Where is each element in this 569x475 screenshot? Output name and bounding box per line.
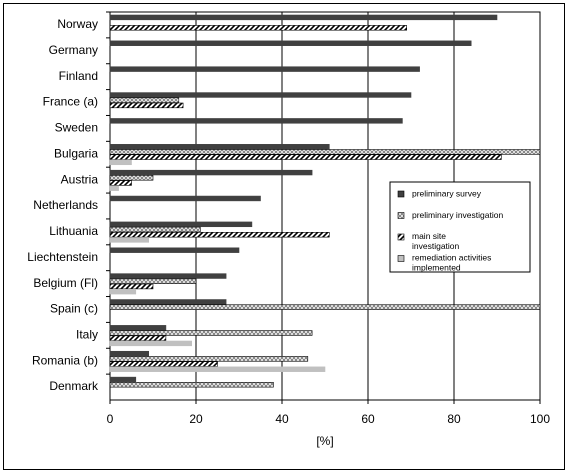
bar	[109, 180, 132, 186]
y-tick-label: Lithuania	[49, 224, 98, 238]
bar	[109, 288, 137, 295]
y-tick-label: Netherlands	[33, 198, 98, 212]
bar	[109, 195, 261, 202]
y-tick-label: Norway	[57, 17, 98, 31]
legend-label: preliminary investigation	[412, 210, 503, 220]
y-tick-label: Romania (b)	[32, 353, 98, 367]
bar	[109, 159, 132, 166]
bar	[109, 335, 167, 341]
x-tick-label: 40	[275, 412, 289, 426]
legend-swatch	[397, 233, 405, 241]
bar	[109, 350, 150, 357]
y-tick-label: Denmark	[49, 379, 99, 393]
bar	[109, 25, 408, 31]
y-tick-label: Sweden	[55, 121, 98, 135]
bar	[109, 149, 541, 155]
bar	[109, 226, 201, 233]
bar	[109, 169, 313, 176]
legend-swatch	[397, 190, 405, 198]
x-tick-label: 20	[189, 412, 203, 426]
bar	[109, 382, 274, 388]
bar	[109, 102, 184, 109]
bar	[109, 366, 326, 372]
bar	[109, 118, 403, 124]
legend-box	[389, 181, 531, 273]
bar	[109, 299, 227, 305]
x-axis-label: [%]	[316, 434, 333, 448]
legend-label: main site investigation	[412, 231, 460, 251]
y-tick-label: Austria	[61, 172, 99, 186]
bar	[109, 154, 502, 160]
bar	[109, 92, 412, 98]
y-tick-label: Bulgaria	[54, 146, 98, 160]
bar	[109, 247, 240, 253]
y-tick-label: Italy	[76, 328, 98, 342]
bar	[109, 361, 218, 367]
y-tick-label: France (a)	[43, 95, 98, 109]
y-tick-label: Finland	[59, 69, 98, 83]
bar	[109, 221, 253, 228]
bar	[109, 283, 154, 290]
bar	[109, 40, 472, 46]
plot-border	[109, 11, 541, 401]
y-tick-label: Spain (c)	[50, 302, 98, 316]
x-tick-label: 60	[361, 412, 375, 426]
bar	[109, 340, 192, 347]
bar	[109, 376, 137, 383]
bar	[109, 66, 420, 72]
bar	[109, 97, 180, 103]
bar	[109, 232, 330, 238]
legend-swatch	[397, 212, 405, 219]
bar	[109, 273, 227, 279]
bar	[109, 278, 197, 284]
x-tick-label: 80	[447, 412, 461, 426]
x-tick-label: 100	[530, 412, 550, 426]
bar	[109, 175, 154, 181]
legend-swatch	[397, 255, 405, 262]
bar	[109, 185, 119, 191]
bar	[109, 356, 309, 362]
y-tick-label: Liechtenstein	[27, 250, 98, 264]
bar	[109, 144, 330, 150]
bar	[109, 14, 498, 21]
x-tick-label: 0	[107, 412, 114, 426]
y-tick-label: Germany	[49, 43, 98, 57]
legend-label: preliminary survey	[412, 188, 482, 198]
legend-label: remediation activities implemented	[412, 253, 491, 273]
bar	[109, 304, 541, 310]
bar	[109, 330, 313, 336]
bar	[109, 237, 150, 243]
y-tick-label: Belgium (Fl)	[33, 276, 98, 290]
legend: preliminary survey preliminary investigat…	[389, 181, 531, 273]
bar	[109, 325, 167, 331]
